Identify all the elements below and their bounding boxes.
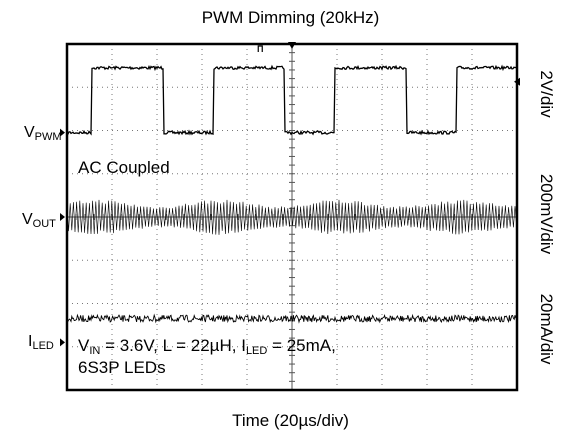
trigger-level-marker xyxy=(514,77,520,86)
channel-marker-vout xyxy=(60,213,65,221)
channel-marker-vpwm xyxy=(60,128,65,137)
coupling-note: AC Coupled xyxy=(78,158,170,177)
channel-marker-iled xyxy=(60,338,65,347)
series-vout-trace xyxy=(66,199,517,235)
scale-label-iled: 20mA/div xyxy=(537,293,556,365)
x-axis-label: Time (20µs/div) xyxy=(232,411,349,430)
channel-label-vout: VOUT xyxy=(22,211,56,230)
trigger-position-marker xyxy=(288,42,296,49)
channel-label-vpwm: VPWM xyxy=(24,124,62,143)
conditions-note-line2: 6S3P LEDs xyxy=(78,358,166,377)
scale-label-vpwm: 2V/div xyxy=(537,70,556,118)
channel-label-iled: ILED xyxy=(28,333,54,352)
series-vpwm-trace xyxy=(66,64,518,136)
chart-title: PWM Dimming (20kHz) xyxy=(201,8,380,27)
trigger-edge-marker xyxy=(257,45,263,52)
series-iled-trace xyxy=(66,313,517,324)
conditions-note-line1: VIN = 3.6V, L = 22µH, ILED = 25mA, xyxy=(78,336,336,357)
scale-label-vout: 200mV/div xyxy=(537,173,556,255)
